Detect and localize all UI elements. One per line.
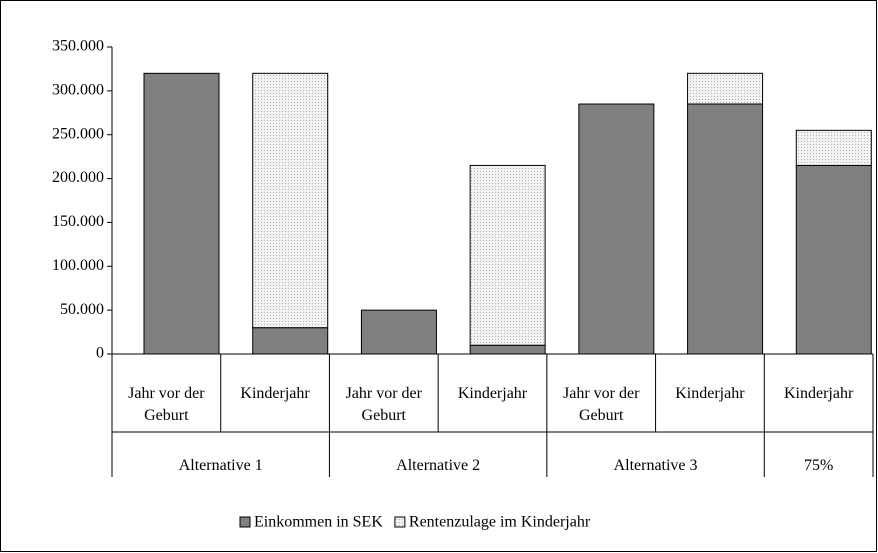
group-label: 75%: [803, 457, 834, 474]
x-tick-label: Kinderjahr: [783, 385, 854, 402]
legend-swatch: [394, 516, 406, 528]
y-tick-label: 100.000: [52, 257, 104, 274]
bar-segment: [360, 309, 437, 355]
bar-segment: [795, 164, 872, 355]
bar-segment: [795, 129, 872, 166]
y-tick-label: 350.000: [52, 38, 104, 55]
group-label: Alternative 3: [613, 457, 698, 474]
bar-segment: [143, 72, 220, 355]
x-tick-label: Jahr vor der Geburt: [562, 385, 640, 424]
y-tick-label: 250.000: [52, 125, 104, 142]
x-tick-label: Kinderjahr: [675, 385, 745, 402]
bar-segment: [469, 344, 546, 355]
bar-segment: [687, 72, 764, 105]
legend-swatch: [239, 516, 251, 528]
group-label: Alternative 2: [396, 457, 481, 474]
y-tick-label: 50.000: [60, 301, 104, 318]
bar-segment: [469, 164, 546, 346]
group-label: Alternative 1: [178, 457, 263, 474]
x-tick-label: Jahr vor der Geburt: [345, 385, 422, 424]
bar-segment: [578, 103, 655, 355]
legend-label: Rentenzulage im Kinderjahr: [409, 514, 591, 531]
bar-segment: [252, 72, 329, 329]
x-tick-label: Kinderjahr: [457, 385, 528, 402]
y-tick-label: 300.000: [52, 82, 104, 99]
x-tick-label: Jahr vor der Geburt: [128, 385, 205, 424]
y-tick-label: 200.000: [52, 169, 104, 186]
bar-segment: [252, 327, 329, 355]
x-tick-label: Kinderjahr: [240, 385, 310, 402]
bar-segment: [687, 103, 764, 355]
legend-label: Einkommen in SEK: [254, 514, 383, 531]
y-tick-label: 0: [96, 345, 104, 362]
y-tick-label: 150.000: [52, 213, 104, 230]
